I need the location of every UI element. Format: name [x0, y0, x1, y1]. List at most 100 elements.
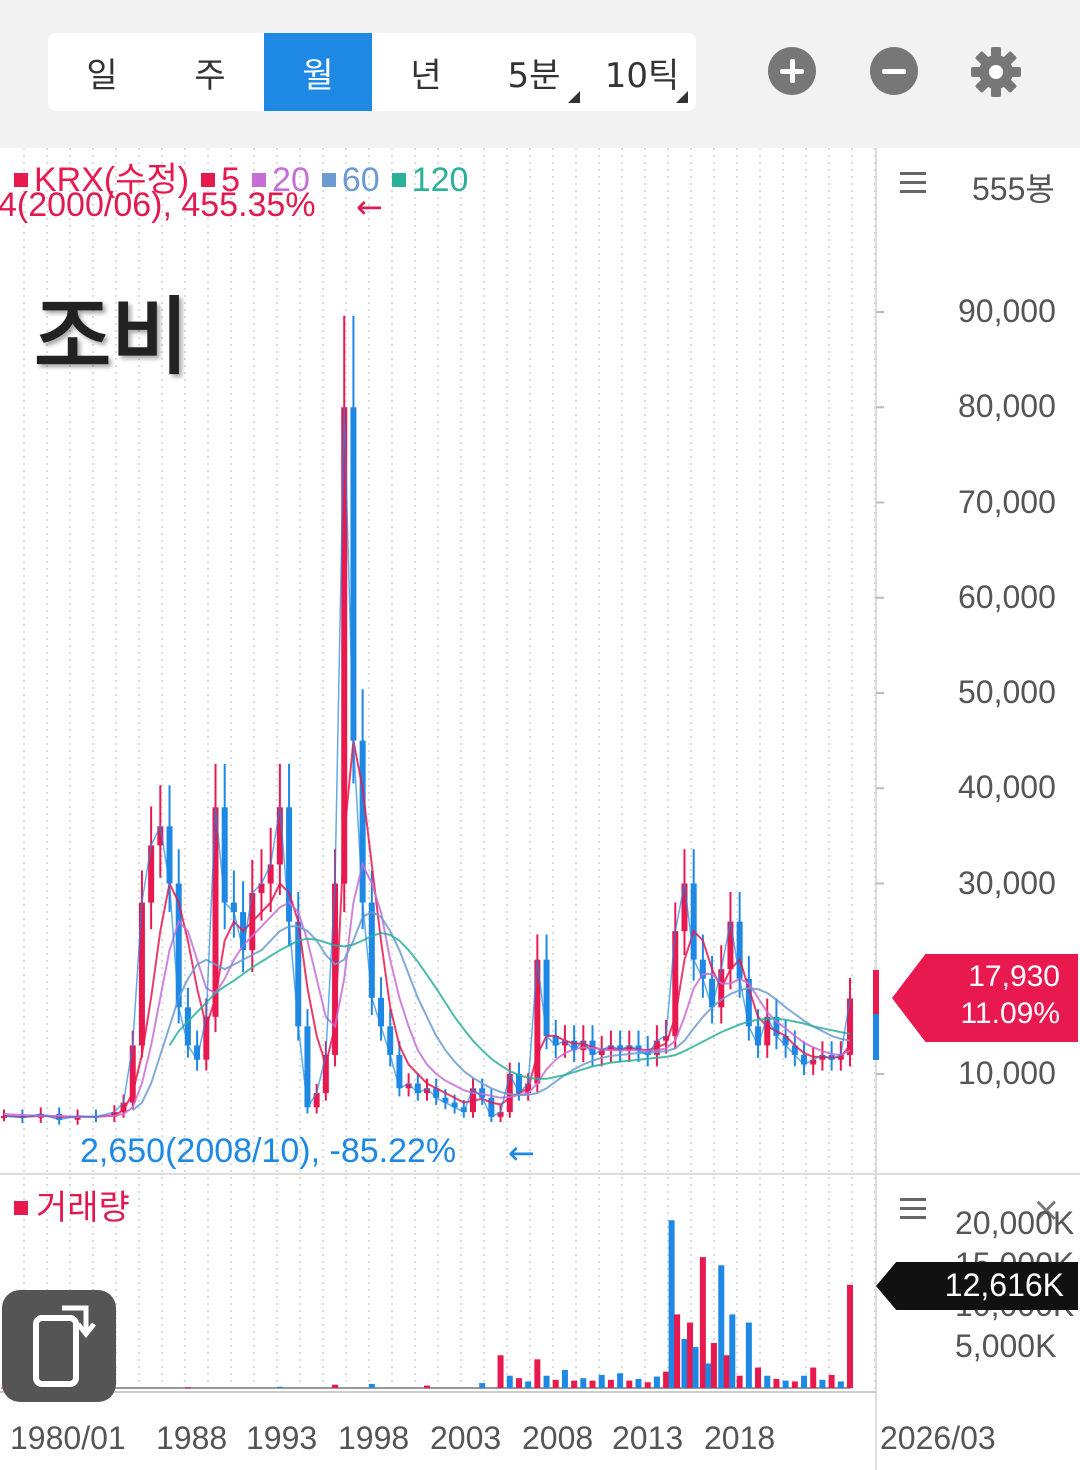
price-line	[3, 407, 851, 1121]
volume-bar	[184, 1387, 191, 1389]
time-tick-label: 2008	[522, 1420, 594, 1456]
candle-body	[727, 921, 734, 970]
candles	[1, 315, 853, 1125]
min-annotation: 2,650(2008/10), -85.22%	[80, 1132, 457, 1170]
time-tick-label: 2003	[430, 1420, 502, 1456]
candle-body	[120, 1102, 127, 1113]
candle-body	[129, 1045, 136, 1103]
volume-bar	[801, 1375, 808, 1388]
period-selector: 일 주 월 년 5분 10틱	[48, 33, 696, 111]
volume-tick-label: 20,000K	[955, 1205, 1075, 1242]
candle-body	[378, 997, 385, 1027]
price-tick-label: 50,000	[958, 674, 1056, 710]
volume-bar	[686, 1322, 693, 1388]
volume-menu-icon[interactable]	[900, 1198, 926, 1219]
candle-body	[561, 1040, 568, 1046]
ma-line-60	[132, 910, 851, 1111]
candle-body	[359, 740, 366, 903]
volume-bar	[736, 1375, 743, 1388]
candle-body	[433, 1088, 440, 1098]
volume-bar	[607, 1379, 614, 1388]
volume-bar	[674, 1314, 681, 1388]
candle-body	[368, 902, 375, 998]
candle-body	[451, 1102, 458, 1108]
zoom-out-button[interactable]	[870, 47, 918, 95]
volume-bar	[525, 1381, 532, 1388]
candle-body	[736, 921, 743, 979]
candle-body	[543, 959, 550, 1036]
candle-body	[552, 1035, 559, 1046]
period-tab-0[interactable]: 일	[86, 55, 118, 96]
candle-body	[764, 1016, 771, 1046]
chart-area[interactable]	[0, 148, 1080, 1470]
candle-body	[580, 1040, 587, 1051]
volume-bar	[497, 1355, 504, 1388]
time-tick-label: 1993	[246, 1420, 318, 1456]
candle-body	[690, 883, 697, 960]
volume-bar	[332, 1384, 339, 1388]
volume-bar	[479, 1383, 486, 1388]
volume-bar	[837, 1381, 844, 1388]
candle-body	[341, 407, 348, 884]
candle-body	[166, 826, 173, 884]
volume-bar	[653, 1376, 660, 1388]
volume-bar	[782, 1380, 789, 1388]
candle-body	[203, 1016, 210, 1060]
candle-body	[148, 845, 155, 903]
volume-bar	[580, 1378, 587, 1388]
legend-main[interactable]: KRX(수정)	[14, 161, 189, 199]
bar-count: 555봉	[972, 171, 1055, 207]
price-tick-label: 70,000	[958, 483, 1056, 520]
volume-bar	[718, 1265, 725, 1388]
volume-bar	[699, 1257, 706, 1388]
candle-body	[313, 1093, 320, 1108]
volume-bar	[589, 1380, 596, 1388]
period-tab-5[interactable]: 10틱	[588, 33, 696, 111]
candle-body	[424, 1088, 430, 1094]
volume-bar	[561, 1370, 568, 1388]
volume-bar	[598, 1374, 605, 1388]
period-tab-2[interactable]: 월	[264, 33, 372, 111]
candle-body	[709, 978, 716, 1008]
volume-tick-label: 5,000K	[955, 1328, 1057, 1365]
volume-bar	[764, 1375, 771, 1388]
candle-body	[230, 902, 237, 913]
candle-body	[607, 1045, 614, 1051]
volume-bar	[276, 1386, 283, 1388]
volume-bar	[617, 1373, 624, 1388]
volume-bar	[424, 1385, 430, 1388]
dropdown-icon	[568, 91, 580, 103]
period-tab-4[interactable]: 5분	[480, 33, 588, 111]
time-tick-label: 1988	[156, 1420, 228, 1456]
price-tick-label: 80,000	[958, 388, 1056, 425]
period-tab-3[interactable]: 년	[410, 55, 442, 96]
legend-ma-60[interactable]: 60	[321, 161, 380, 199]
period-tab-1[interactable]: 주	[194, 55, 226, 96]
volume-bar	[515, 1378, 522, 1388]
candle-body	[755, 1026, 762, 1046]
zoom-in-button[interactable]	[768, 47, 816, 95]
volume-bar	[723, 1355, 730, 1388]
close-icon[interactable]: ×	[1032, 1190, 1061, 1230]
rotate-screen-button[interactable]	[2, 1290, 116, 1402]
price-menu-icon[interactable]	[900, 172, 926, 193]
candle-body	[304, 1026, 311, 1108]
legend-ma-5[interactable]: 5	[201, 161, 240, 199]
volume-bar	[543, 1375, 550, 1388]
zoom-out-icon	[882, 68, 906, 74]
candle-body	[1, 1115, 7, 1118]
candle-body	[497, 1112, 504, 1117]
volume-bar	[644, 1382, 651, 1388]
legend-ma-120[interactable]: 120	[391, 161, 468, 199]
candle-body	[276, 807, 283, 865]
volume-bar	[847, 1284, 853, 1388]
candle-body	[286, 807, 293, 922]
candle-body	[194, 1045, 201, 1060]
candle-body	[745, 978, 752, 1027]
gear-icon[interactable]	[970, 46, 1022, 98]
candle-body	[267, 864, 274, 884]
volume-bar	[791, 1381, 798, 1388]
candle-body	[635, 1045, 642, 1051]
legend-ma-20[interactable]: 20	[252, 161, 310, 199]
candle-body	[663, 1035, 670, 1041]
